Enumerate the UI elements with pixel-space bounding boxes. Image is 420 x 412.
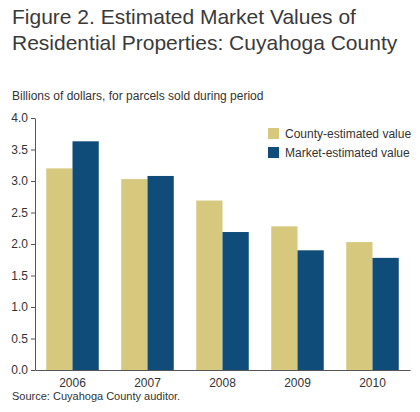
y-tick-label: 1.0 bbox=[11, 300, 28, 314]
legend-label: Market-estimated value bbox=[285, 146, 410, 160]
y-tick: 0.0 bbox=[11, 363, 35, 377]
x-axis-line bbox=[36, 370, 411, 371]
x-tick-label: 2008 bbox=[209, 376, 236, 390]
chart: Figure 2. Estimated Market Values ofResi… bbox=[0, 0, 420, 412]
x-tick-label: 2010 bbox=[359, 376, 386, 390]
x-tick-label: 2009 bbox=[284, 376, 311, 390]
y-tick-mark bbox=[31, 307, 35, 308]
y-tick-mark bbox=[31, 150, 35, 151]
legend: County-estimated value Market-estimated v… bbox=[268, 127, 411, 160]
x-tick-label: 2007 bbox=[134, 376, 161, 390]
y-tick-mark bbox=[31, 339, 35, 340]
y-tick-label: 3.5 bbox=[11, 143, 28, 157]
x-tick: 2008 bbox=[209, 376, 236, 390]
x-tick-label: 2006 bbox=[59, 376, 86, 390]
y-tick-label: 4.0 bbox=[11, 111, 28, 125]
y-tick-label: 0.5 bbox=[11, 332, 28, 346]
y-tick-label: 2.5 bbox=[11, 206, 28, 220]
y-tick: 2.5 bbox=[11, 206, 35, 220]
bar bbox=[148, 176, 174, 370]
y-tick: 1.0 bbox=[11, 300, 35, 314]
y-axis-label: Billions of dollars, for parcels sold du… bbox=[12, 89, 263, 103]
bar bbox=[271, 226, 297, 370]
bar bbox=[196, 201, 222, 370]
y-tick: 1.5 bbox=[11, 269, 35, 283]
bar bbox=[121, 179, 147, 370]
x-axis: 2006 2007 2008 2009 2010 bbox=[36, 371, 411, 390]
y-tick-mark bbox=[31, 370, 35, 371]
bar bbox=[298, 250, 324, 370]
bar bbox=[46, 168, 72, 370]
x-tick: 2010 bbox=[359, 376, 386, 390]
bar bbox=[73, 141, 99, 370]
source: Source: Cuyahoga County auditor. bbox=[12, 390, 180, 402]
y-tick: 3.5 bbox=[11, 143, 35, 157]
y-tick: 2.0 bbox=[11, 237, 35, 251]
y-tick-label: 2.0 bbox=[11, 237, 28, 251]
x-tick: 2006 bbox=[59, 376, 86, 390]
y-axis: 0.0 0.5 1.0 1.5 2.0 2.5 3.0 3.5 4.0 bbox=[11, 111, 35, 377]
y-tick-label: 1.5 bbox=[11, 269, 28, 283]
bars bbox=[46, 141, 399, 370]
y-axis-line bbox=[35, 119, 36, 371]
bar bbox=[346, 242, 372, 370]
y-tick-mark bbox=[31, 213, 35, 214]
x-tick: 2009 bbox=[284, 376, 311, 390]
bar bbox=[223, 232, 249, 370]
y-tick-mark bbox=[31, 244, 35, 245]
x-tick: 2007 bbox=[134, 376, 161, 390]
bar bbox=[373, 258, 399, 370]
y-tick-label: 3.0 bbox=[11, 174, 28, 188]
legend-swatch bbox=[268, 147, 279, 158]
y-tick-mark bbox=[31, 118, 35, 119]
y-tick: 3.0 bbox=[11, 174, 35, 188]
y-tick-label: 0.0 bbox=[11, 363, 28, 377]
title: Figure 2. Estimated Market Values ofResi… bbox=[12, 5, 398, 54]
y-tick: 0.5 bbox=[11, 332, 35, 346]
y-tick-mark bbox=[31, 276, 35, 277]
y-tick-mark bbox=[31, 181, 35, 182]
legend-label: County-estimated value bbox=[285, 127, 411, 141]
y-tick: 4.0 bbox=[11, 111, 35, 125]
legend-swatch bbox=[268, 128, 279, 139]
